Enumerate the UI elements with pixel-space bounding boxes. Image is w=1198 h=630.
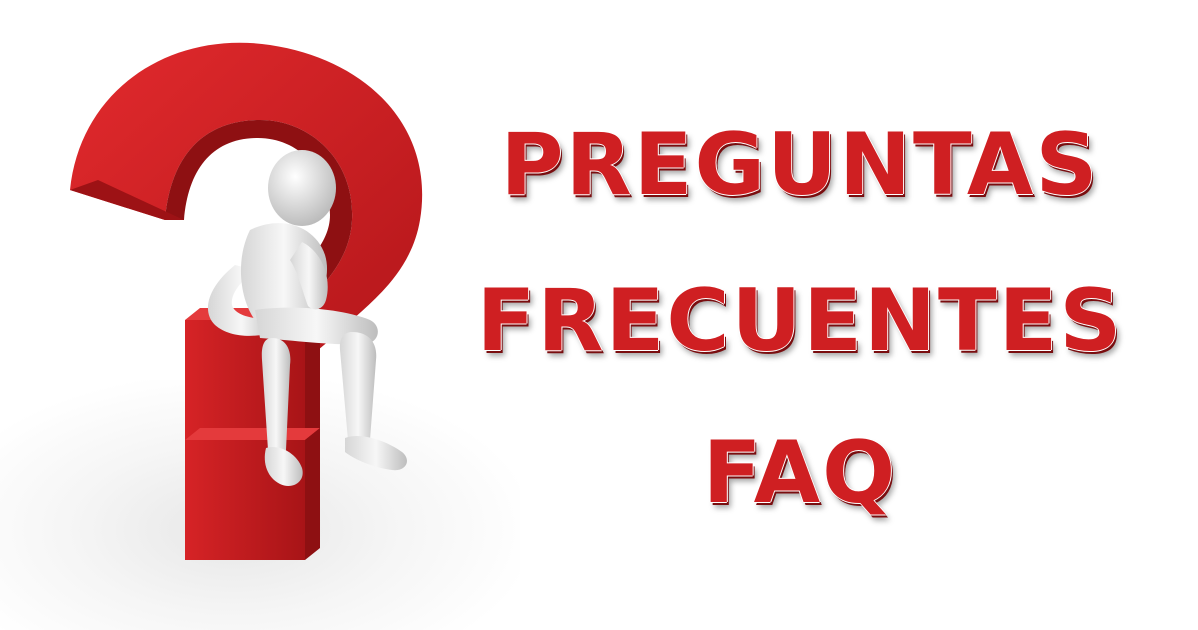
- title-line-faq: FAQ: [702, 423, 898, 523]
- title-line-preguntas: PREGUNTAS: [500, 115, 1100, 215]
- title-line-frecuentes: FRECUENTES: [476, 271, 1124, 371]
- question-mark-hook: [70, 42, 423, 365]
- question-mark-figure-icon: [70, 42, 423, 560]
- title-block: PREGUNTAS FRECUENTES FAQ: [420, 100, 1180, 540]
